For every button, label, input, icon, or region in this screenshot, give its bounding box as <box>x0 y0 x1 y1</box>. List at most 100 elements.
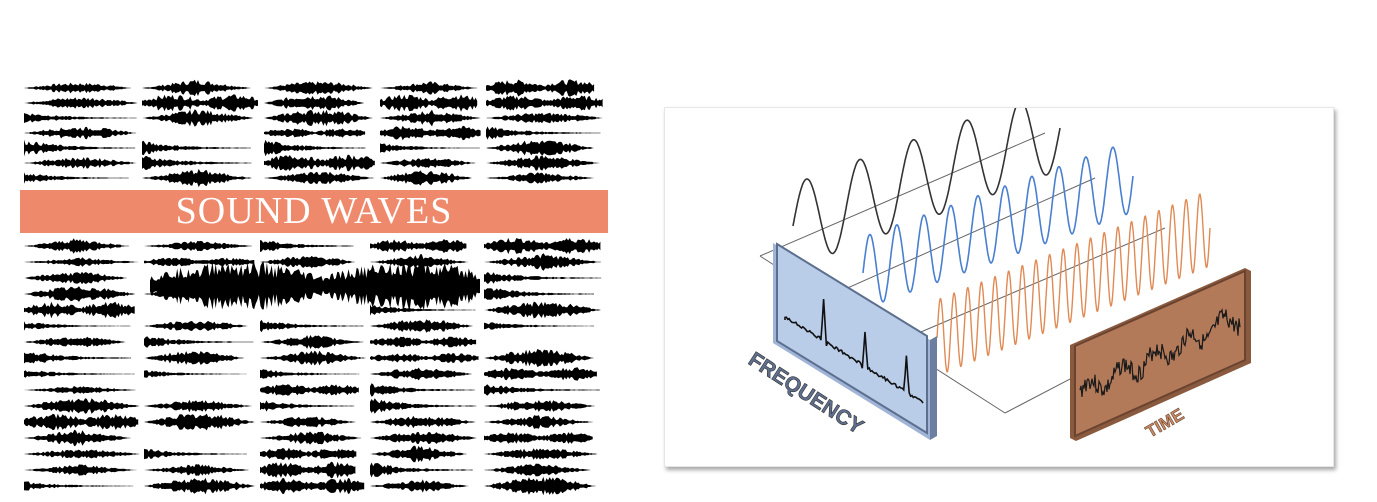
waveform <box>24 157 137 168</box>
waveform <box>144 351 245 365</box>
waveform <box>370 432 477 444</box>
time-label: TIME <box>1143 405 1188 442</box>
waveform <box>24 430 131 446</box>
waveform <box>484 415 594 429</box>
waveform <box>484 238 600 254</box>
waveform <box>264 110 373 126</box>
waveform <box>370 383 475 397</box>
waveform <box>264 128 365 137</box>
waveform <box>144 321 248 331</box>
waveform <box>484 349 594 367</box>
waveform <box>264 96 364 111</box>
waveform <box>24 353 131 364</box>
waveform <box>486 79 594 96</box>
waveform <box>264 140 366 156</box>
waveform <box>370 319 473 332</box>
waveform <box>370 398 476 413</box>
waveform <box>484 477 596 495</box>
waveform <box>260 335 364 349</box>
waveform <box>380 82 478 95</box>
waveform <box>380 158 476 168</box>
waveform <box>260 320 364 332</box>
waveform <box>144 449 247 459</box>
waveform <box>484 322 594 329</box>
waveform <box>260 240 354 252</box>
waveform <box>370 446 467 462</box>
waveform <box>370 239 466 253</box>
waveform <box>260 369 359 378</box>
waveform <box>484 432 593 444</box>
waveform <box>484 384 600 395</box>
waveform <box>264 172 375 184</box>
waveform <box>24 238 130 253</box>
waveform <box>260 448 356 461</box>
waveform <box>24 113 137 123</box>
waveform <box>264 155 375 172</box>
waveform <box>486 141 594 156</box>
waveform <box>486 113 603 123</box>
frequency-panel <box>773 243 937 440</box>
waveform <box>144 370 247 378</box>
waveform <box>24 172 129 183</box>
waveform <box>144 241 253 251</box>
waveform <box>142 109 254 127</box>
wave-low-frequency <box>793 108 1060 253</box>
waveform <box>144 464 249 476</box>
waveform <box>370 337 476 348</box>
waveform <box>24 450 140 459</box>
waveform <box>260 256 355 268</box>
waveform <box>264 81 373 94</box>
waveform <box>24 83 131 94</box>
waveform <box>24 321 131 331</box>
waveform <box>142 80 251 97</box>
waveform <box>24 464 137 475</box>
waveform <box>144 336 253 348</box>
waveform <box>370 463 473 478</box>
waveform <box>24 414 138 431</box>
waveform <box>24 398 140 414</box>
banner-title: SOUND WAVES <box>176 190 453 233</box>
waveform <box>260 400 354 411</box>
waveform <box>380 170 472 185</box>
waveform <box>484 448 598 460</box>
waveform <box>142 141 251 156</box>
waveform <box>484 464 591 477</box>
waveform <box>484 272 601 284</box>
waveform <box>144 478 256 495</box>
waveform <box>484 400 595 412</box>
waveform <box>144 258 254 266</box>
waveform <box>380 94 477 112</box>
diagram-svg: FREQUENCY TIME <box>665 108 1334 467</box>
waveform <box>24 337 126 348</box>
waveform <box>380 126 481 141</box>
waveform <box>24 386 137 394</box>
waveform <box>142 94 258 112</box>
waveform <box>486 96 603 111</box>
waveform <box>260 417 356 428</box>
waveform <box>144 400 253 412</box>
waveform <box>24 97 138 108</box>
waveform <box>370 368 472 381</box>
waveform <box>260 384 359 395</box>
waveform <box>484 302 601 319</box>
waveform <box>486 126 601 139</box>
waveform <box>24 370 135 378</box>
waveform <box>484 288 594 299</box>
waveform <box>484 367 597 380</box>
sound-waves-collage: SOUND WAVES <box>20 78 608 502</box>
waveform <box>142 169 252 187</box>
waveform <box>24 257 139 266</box>
sound-waves-banner: SOUND WAVES <box>20 190 608 233</box>
waveform <box>24 127 137 140</box>
waveform <box>260 431 362 444</box>
waveform <box>24 302 135 319</box>
waveform <box>24 140 135 157</box>
waveform <box>142 156 252 170</box>
waveform <box>380 143 480 152</box>
frequency-time-diagram: FREQUENCY TIME <box>664 107 1334 467</box>
waveform <box>24 482 133 491</box>
waveform <box>484 253 602 270</box>
waveform <box>24 286 136 302</box>
waveform <box>260 462 355 479</box>
waveform-collage <box>20 78 608 502</box>
